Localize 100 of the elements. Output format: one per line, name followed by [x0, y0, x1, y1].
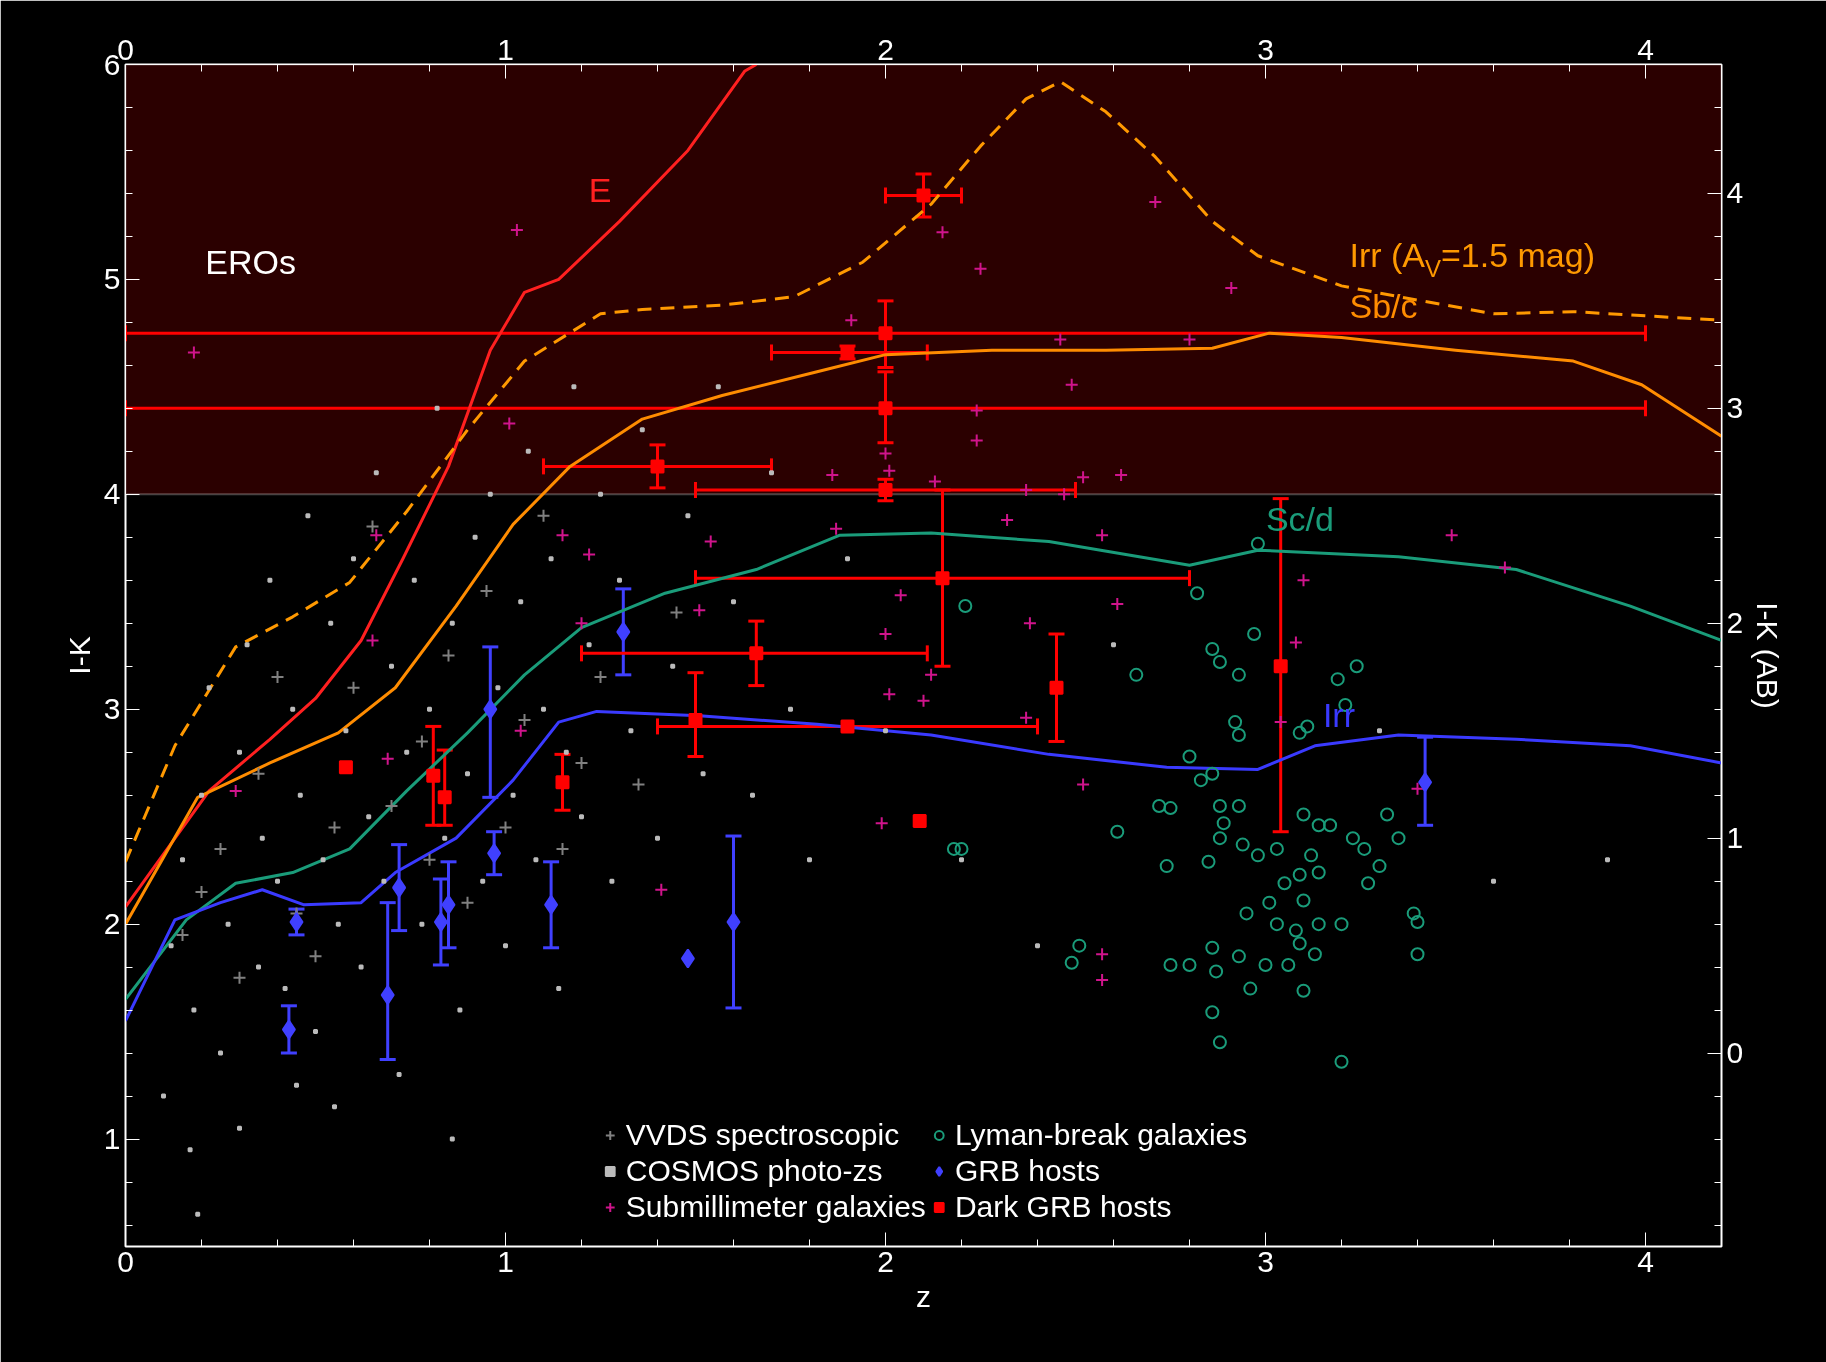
legend-label: GRB hosts [954, 1154, 1100, 1188]
point [544, 894, 559, 915]
point [1114, 467, 1129, 482]
point [1110, 596, 1125, 611]
point [1444, 528, 1459, 543]
point [1022, 616, 1037, 631]
point [380, 751, 395, 766]
point [555, 775, 570, 790]
point [555, 528, 570, 543]
point [893, 588, 908, 603]
point [1095, 973, 1110, 988]
x-axis-title: z [916, 1279, 931, 1313]
point [1076, 470, 1091, 485]
y-tick-label: 1 [103, 1122, 121, 1156]
point [878, 401, 893, 416]
point [1019, 483, 1034, 498]
point [175, 927, 190, 942]
x2-tick-label: 0 [117, 1244, 134, 1278]
point [829, 521, 844, 536]
point [441, 648, 456, 663]
y2-tick-label: 2 [1726, 606, 1744, 640]
point [703, 534, 718, 549]
point [912, 813, 927, 828]
legend-label: COSMOS photo-zs [625, 1154, 883, 1188]
point [840, 719, 855, 734]
x-tick-label: 1 [497, 32, 514, 66]
point [498, 820, 513, 835]
point [969, 433, 984, 448]
point [1076, 777, 1091, 792]
point [433, 911, 448, 932]
y-tick-label: 4 [103, 477, 121, 511]
point [414, 734, 429, 749]
legend-label: Submillimeter galaxies [625, 1190, 926, 1224]
point [1182, 332, 1197, 347]
point [878, 483, 893, 498]
point [483, 699, 498, 720]
point [1095, 528, 1110, 543]
point [232, 970, 247, 985]
point [927, 474, 942, 489]
point [513, 723, 528, 738]
point [680, 948, 695, 969]
y-tick-label: 2 [103, 907, 121, 941]
point [973, 261, 988, 276]
point [650, 459, 665, 474]
point [369, 528, 384, 543]
legend-label: Dark GRB hosts [954, 1190, 1172, 1224]
point [251, 766, 266, 781]
point [874, 816, 889, 831]
point [365, 519, 380, 534]
point [692, 603, 707, 618]
point [574, 616, 589, 631]
y2-tick-label: 3 [1726, 391, 1744, 425]
legend-label: VVDS spectroscopic [625, 1118, 900, 1152]
point [422, 852, 437, 867]
x2-tick-label: 1 [497, 1244, 514, 1278]
point [194, 884, 209, 899]
point [878, 446, 893, 461]
series-label: Irr [1322, 695, 1355, 734]
point [882, 463, 897, 478]
point [380, 985, 395, 1006]
y-tick-label: 5 [103, 262, 121, 296]
point [654, 882, 669, 897]
point [460, 895, 475, 910]
x-tick-label: 3 [1257, 32, 1274, 66]
point [1224, 281, 1239, 296]
point [426, 768, 441, 783]
point [1273, 659, 1288, 674]
point [441, 894, 456, 915]
point [289, 911, 304, 932]
point [688, 712, 703, 727]
point [574, 755, 589, 770]
point [726, 911, 741, 932]
point [479, 584, 494, 599]
y2-tick-label: 4 [1726, 176, 1744, 210]
point [749, 646, 764, 661]
point [487, 843, 502, 864]
point [437, 790, 452, 805]
y2-axis-title: I-K (AB) [1751, 602, 1785, 709]
point [536, 508, 551, 523]
point [365, 633, 380, 648]
point [1273, 715, 1288, 730]
point [1410, 781, 1425, 796]
point [593, 669, 608, 684]
point [1148, 195, 1163, 210]
series-label: Sb/c [1349, 287, 1418, 326]
point [213, 841, 228, 856]
y2-tick-label: 1 [1726, 821, 1744, 855]
point [1418, 772, 1433, 793]
x-tick-label: 4 [1637, 32, 1654, 66]
point [555, 841, 570, 856]
point [582, 547, 597, 562]
point [669, 605, 684, 620]
point [1095, 947, 1110, 962]
point [1497, 560, 1512, 575]
point [270, 669, 285, 684]
line-series [125, 64, 758, 909]
point [502, 416, 517, 431]
point [509, 222, 524, 237]
point [916, 188, 931, 203]
point [916, 693, 931, 708]
